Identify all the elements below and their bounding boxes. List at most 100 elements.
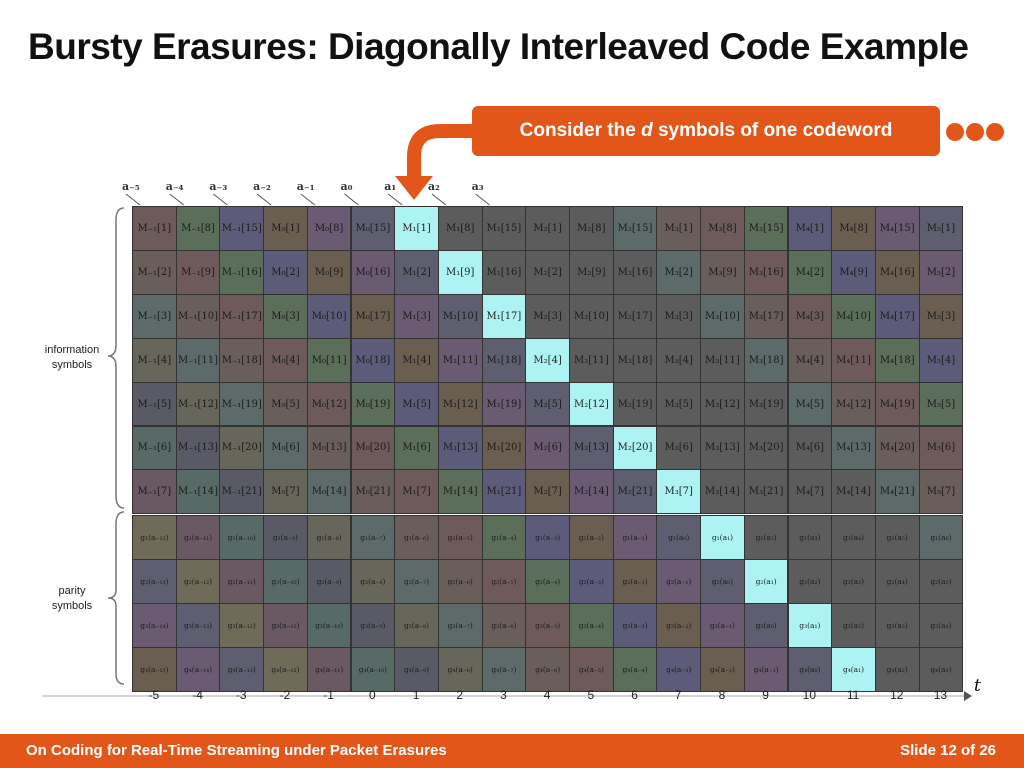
- slide-title: Bursty Erasures: Diagonally Interleaved …: [28, 26, 969, 67]
- info-cell: M₀[17]: [350, 293, 396, 339]
- parity-cell: g₁(a₄): [831, 515, 876, 561]
- info-cell: M₀[18]: [350, 337, 396, 383]
- parity-cell: g₄(a₋₅): [569, 647, 614, 692]
- info-cell: M₄[19]: [874, 381, 920, 427]
- parity-cell: g₃(a₋₈): [394, 603, 439, 648]
- codeword-label: a₋₅: [122, 180, 140, 193]
- time-tick: 9: [762, 688, 769, 702]
- info-cell: M₁[11]: [437, 337, 483, 383]
- info-cell: M₁[17]: [481, 293, 527, 339]
- info-cell: M₀[2]: [263, 249, 308, 295]
- info-cell: M₋₁[17]: [219, 293, 265, 339]
- codeword-arrow: [387, 193, 403, 206]
- parity-cell: g₄(a₋₃): [656, 647, 702, 692]
- info-cell: M₋₁[21]: [219, 469, 265, 515]
- parity-cell: g₁(a₋₂): [569, 515, 614, 561]
- info-cell: M₋₁[13]: [175, 425, 221, 471]
- info-cell: M₃[7]: [656, 469, 702, 515]
- info-cell: M₅[2]: [918, 249, 964, 295]
- info-cell: M₁[6]: [394, 425, 439, 471]
- parity-cell: g₂(a₋₁₃): [132, 559, 177, 605]
- info-cell: M₄[5]: [787, 381, 833, 427]
- codeword-arrow: [300, 193, 316, 206]
- parity-cell: g₄(a₋₉): [394, 647, 439, 692]
- parity-cell: g₄(a₋₂): [700, 647, 745, 692]
- parity-cell: g₂(a₁): [743, 559, 789, 605]
- parity-cell: g₂(a₀): [700, 559, 745, 605]
- info-cell: M₂[18]: [612, 337, 658, 383]
- info-cell: M₁[18]: [481, 337, 527, 383]
- info-cell: M₂[1]: [525, 206, 570, 251]
- time-tick: 3: [500, 688, 507, 702]
- info-cell: M₃[4]: [656, 337, 702, 383]
- parity-cell: g₂(a₋₇): [394, 559, 439, 605]
- parity-cell: g₂(a₋₉): [306, 559, 352, 605]
- slide-number: Slide 12 of 26: [900, 742, 996, 759]
- info-cell: M₋₁[1]: [132, 206, 177, 251]
- parity-cell: g₁(a₋₁₀): [219, 515, 265, 561]
- info-cell: M₂[17]: [612, 293, 658, 339]
- parity-cell: g₄(a₋₁₁): [306, 647, 352, 692]
- parity-cell: g₁(a₋₈): [306, 515, 352, 561]
- codeword-label: a₋₂: [253, 180, 271, 193]
- info-cell: M₅[7]: [918, 469, 964, 515]
- parity-cell: g₃(a₋₁₀): [306, 603, 352, 648]
- parity-cell: g₄(a₋₄): [612, 647, 658, 692]
- info-cell: M₁[13]: [437, 425, 483, 471]
- info-cell: M₂[15]: [612, 206, 658, 251]
- parity-label-line1: parity: [58, 585, 86, 597]
- info-cell: M₅[3]: [918, 293, 964, 339]
- info-cell: M₁[5]: [394, 381, 439, 427]
- codeword-arrow: [344, 193, 359, 206]
- parity-cell: g₁(a₋₁₁): [175, 515, 221, 561]
- info-cell: M₄[10]: [831, 293, 876, 339]
- info-cell: M₀[5]: [263, 381, 308, 427]
- time-tick: 10: [802, 688, 817, 702]
- parity-cell: g₁(a₋₆): [394, 515, 439, 561]
- parity-cell: g₂(a₃): [831, 559, 876, 605]
- info-cell: M₃[18]: [743, 337, 789, 383]
- parity-cell: g₃(a₋₃): [612, 603, 658, 648]
- info-cell: M₄[20]: [874, 425, 920, 471]
- parity-cell: g₃(a₋₁): [700, 603, 745, 648]
- codeword-arrow: [256, 193, 272, 206]
- time-tick: -2: [279, 688, 291, 702]
- info-cell: M₁[1]: [394, 206, 439, 251]
- codeword-label: a₀: [340, 180, 353, 193]
- time-tick: 11: [846, 688, 860, 702]
- info-cell: M₄[21]: [874, 469, 920, 515]
- time-tick: -1: [323, 688, 334, 702]
- parity-cell: g₃(a₀): [743, 603, 789, 648]
- parity-cell: g₂(a₂): [787, 559, 833, 605]
- callout-text-post: symbols of one codeword: [652, 120, 893, 141]
- info-cell: M₂[4]: [525, 337, 570, 383]
- info-cell: M₂[12]: [569, 381, 614, 427]
- info-cell: M₋₁[12]: [175, 381, 221, 427]
- info-cell: M₄[3]: [787, 293, 833, 339]
- parity-cell: g₃(a₄): [918, 603, 964, 648]
- info-cell: M₋₁[4]: [132, 337, 177, 383]
- codeword-arrow: [213, 193, 228, 206]
- parity-cell: g₄(a₃): [918, 647, 964, 692]
- parity-cell: g₄(a₋₁₅): [132, 647, 177, 692]
- info-label-line2: symbols: [51, 359, 93, 371]
- info-cell: M₂[5]: [525, 381, 570, 427]
- more-dots-icon: [946, 123, 1006, 146]
- parity-cell: g₄(a₁): [831, 647, 876, 692]
- callout-text-var: d: [641, 120, 653, 141]
- info-cell: M₁[14]: [437, 469, 483, 515]
- info-cell: M₃[15]: [743, 206, 789, 251]
- time-tick: 7: [674, 688, 682, 702]
- parity-cell: g₃(a₁): [787, 603, 833, 648]
- parity-cell: g₄(a₋₆): [525, 647, 570, 692]
- info-cell: M₃[17]: [743, 293, 789, 339]
- info-cell: M₃[14]: [700, 469, 745, 515]
- parity-cell: g₄(a₋₁₀): [350, 647, 396, 692]
- parity-cell: g₁(a₋₉): [263, 515, 308, 561]
- info-cell: M₃[6]: [656, 425, 702, 471]
- codeword-label: a₋₄: [165, 180, 184, 193]
- info-cell: M₁[15]: [481, 206, 527, 251]
- info-cell: M₄[17]: [874, 293, 920, 339]
- info-cell: M₃[20]: [743, 425, 789, 471]
